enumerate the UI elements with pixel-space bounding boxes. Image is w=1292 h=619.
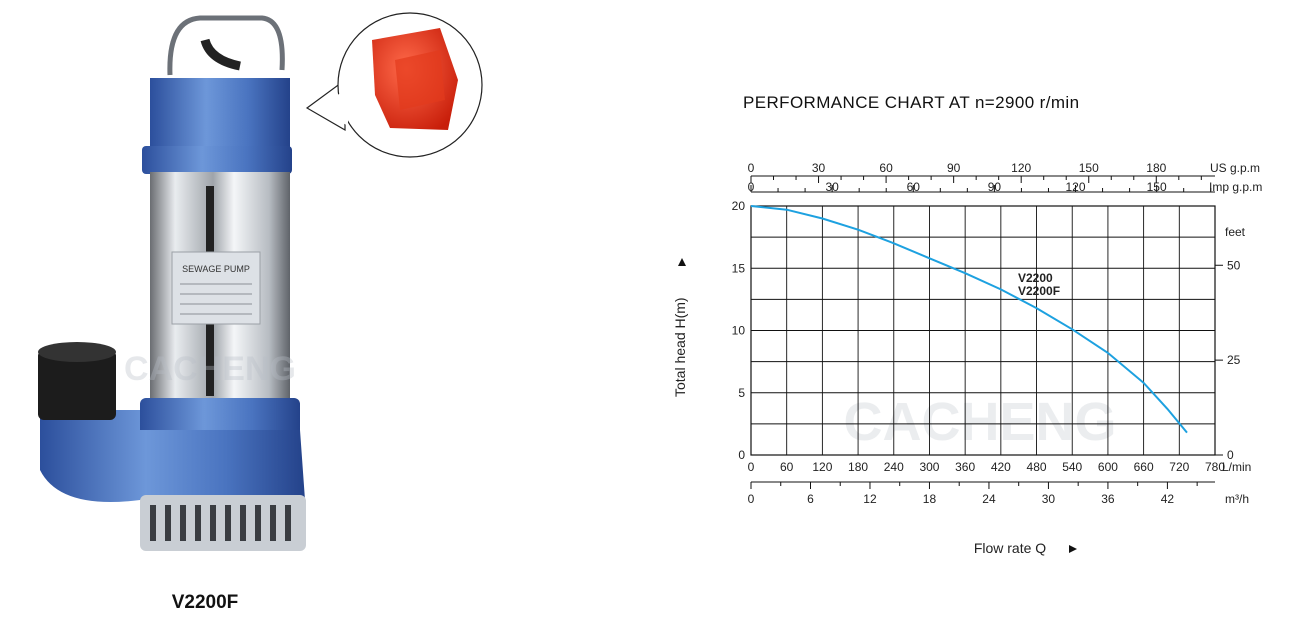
lower-flange [140, 398, 300, 440]
pump-illustration: SEWAGE PUMP CACHENG [38, 12, 483, 551]
x-tick-label: 780 [1205, 460, 1225, 474]
imp-tick-label: 30 [825, 180, 839, 194]
legend-label: V2200F [1018, 284, 1060, 298]
x-tick-label: 300 [919, 460, 939, 474]
x-axis-arrow-icon [1069, 545, 1077, 553]
m3h-tick-label: 24 [982, 492, 996, 506]
chart-watermark: CACHENG [843, 392, 1116, 452]
volute [40, 410, 305, 502]
us-tick-label: 90 [947, 161, 961, 175]
m3h-tick-label: 18 [923, 492, 937, 506]
photo-watermark: CACHENG [124, 350, 296, 388]
us-axis-label: US g.p.m [1210, 161, 1260, 175]
us-tick-label: 30 [812, 161, 826, 175]
imp-tick-label: 0 [748, 180, 755, 194]
m3h-axis-label: m³/h [1225, 492, 1249, 506]
imp-tick-label: 60 [907, 180, 921, 194]
m3h-tick-label: 12 [863, 492, 877, 506]
x-tick-label: 240 [884, 460, 904, 474]
top-flange [142, 146, 292, 174]
m3h-tick-label: 0 [748, 492, 755, 506]
legend-label: V2200 [1018, 271, 1053, 285]
nameplate [171, 251, 261, 325]
feet-tick-label: 0 [1227, 448, 1234, 462]
x-tick-label: 600 [1098, 460, 1118, 474]
feet-tick-label: 50 [1227, 258, 1241, 272]
y-tick-label: 5 [738, 386, 745, 400]
x-tick-label: 180 [848, 460, 868, 474]
series-curve [750, 205, 1188, 434]
x-tick-label: 60 [780, 460, 794, 474]
pump-handle [167, 15, 285, 76]
outlet-pipe [38, 350, 116, 420]
imp-tick-label: 90 [988, 180, 1002, 194]
x-tick-label: 420 [991, 460, 1011, 474]
x-tick-label: 120 [812, 460, 832, 474]
x-axis-title: Flow rate Q [974, 540, 1046, 556]
x-tick-label: 360 [955, 460, 975, 474]
y-axis-title: Total head H(m) [672, 297, 688, 397]
imp-axis-label: Imp g.p.m [1209, 180, 1262, 194]
us-tick-label: 150 [1079, 161, 1099, 175]
feet-axis-label: feet [1225, 225, 1246, 239]
m3h-tick-label: 30 [1042, 492, 1056, 506]
us-tick-label: 120 [1011, 161, 1031, 175]
x-tick-label: 0 [748, 460, 755, 474]
y-tick-label: 15 [732, 261, 746, 275]
us-tick-label: 180 [1146, 161, 1166, 175]
x-tick-label: 660 [1134, 460, 1154, 474]
y-tick-label: 10 [732, 324, 746, 338]
model-caption: V2200F [171, 592, 239, 613]
x-unit-label: L/min [1222, 460, 1251, 474]
y-tick-label: 0 [738, 448, 745, 462]
us-tick-label: 0 [748, 161, 755, 175]
cable [200, 38, 241, 71]
us-tick-label: 60 [879, 161, 893, 175]
m3h-tick-label: 36 [1101, 492, 1115, 506]
y-tick-label: 20 [732, 199, 746, 213]
feet-tick-label: 25 [1227, 353, 1241, 367]
motor-cap [150, 78, 290, 150]
chart-title: PERFORMANCE CHART AT n=2900 r/min [743, 93, 1080, 112]
imp-tick-label: 150 [1147, 180, 1167, 194]
x-tick-label: 540 [1062, 460, 1082, 474]
m3h-tick-label: 42 [1161, 492, 1175, 506]
imp-tick-label: 120 [1065, 180, 1085, 194]
y-axis-arrow-icon [678, 258, 686, 266]
m3h-tick-label: 6 [807, 492, 814, 506]
x-tick-label: 480 [1027, 460, 1047, 474]
nameplate-text: SEWAGE PUMP [182, 264, 250, 274]
x-tick-label: 720 [1169, 460, 1189, 474]
